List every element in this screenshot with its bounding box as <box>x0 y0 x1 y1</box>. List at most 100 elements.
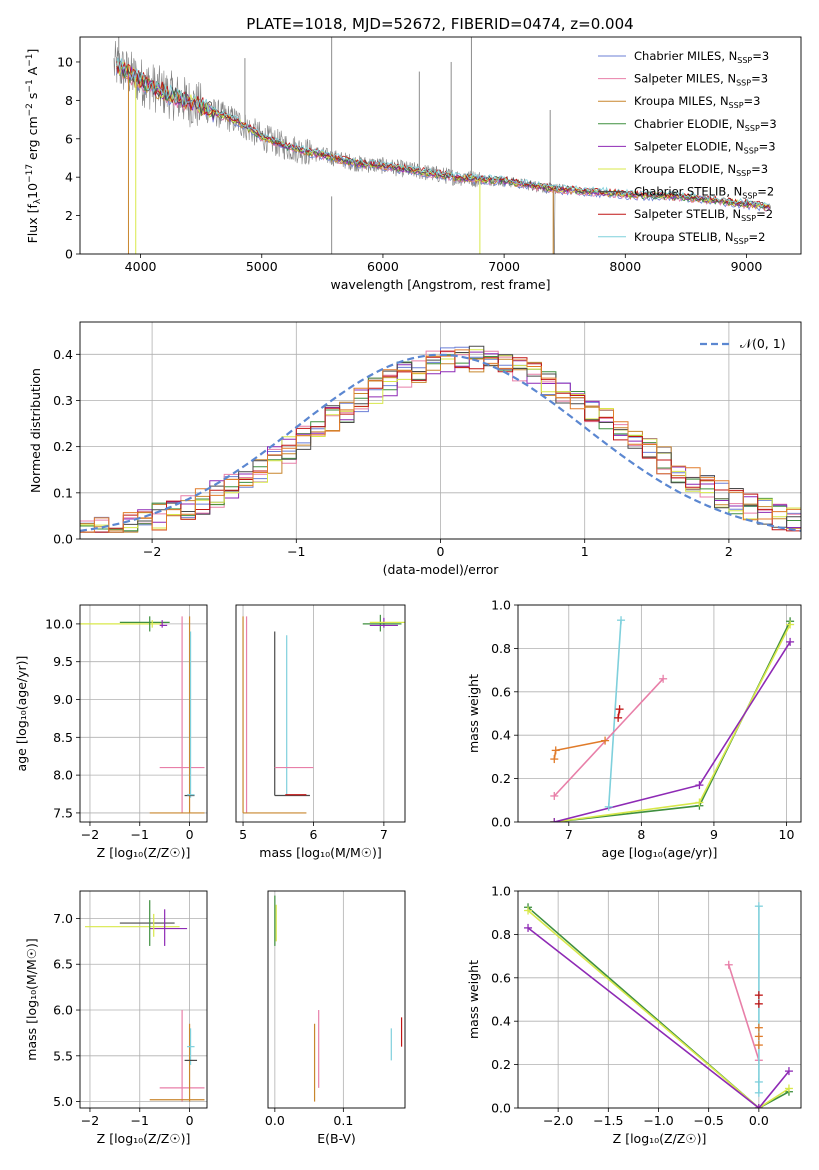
y-tick-label: 0.4 <box>491 1014 511 1029</box>
mass_Z-axes: −2 −1 0 5.0 5.5 6.0 6.5 7.0 Z [log₁₀(Z/Z☉)] mass … <box>24 890 208 1146</box>
x-tick-label: 7 <box>380 827 388 842</box>
weight_age-ticks: 7 8 9 10 0.0 0.2 0.4 0.6 0.8 1.0 <box>491 598 794 843</box>
x-tick-label: 6000 <box>367 259 399 274</box>
x-tick-label: 2 <box>725 544 733 559</box>
x-tick-label: 8000 <box>609 259 641 274</box>
legend-tail: =2 <box>749 230 766 244</box>
mass_Z-plot <box>84 900 205 1102</box>
y-tick-label: 10.0 <box>45 616 73 631</box>
y-axis-label: mass weight <box>466 674 481 753</box>
mass_ebv-ticks: 0.0 0.1 <box>265 1108 353 1128</box>
age_mass-frame <box>235 604 406 823</box>
x-tick-label: 7000 <box>488 259 520 274</box>
x-tick-label: 6 <box>309 827 317 842</box>
weight-Z-line <box>527 909 790 1108</box>
legend-tail: =3 <box>752 49 769 63</box>
weight-age-line <box>553 678 664 797</box>
legend-entry: Chabrier STELIB, NSSP=2 <box>634 185 774 201</box>
y-tick-label: 6.5 <box>53 957 73 972</box>
legend-subscript: SSP <box>734 237 749 246</box>
weight_Z-frame <box>517 890 802 1109</box>
legend-entry: Kroupa ELODIE, NSSP=3 <box>634 162 768 178</box>
legend-subscript: SSP <box>729 101 744 110</box>
y-tick-label: 0.6 <box>491 684 511 699</box>
x-tick-label: 5000 <box>246 259 278 274</box>
x-tick-label: 1 <box>581 544 589 559</box>
x-tick-label: 10 <box>779 827 795 842</box>
y-axis-label: mass weight <box>466 960 481 1039</box>
legend-subscript: SSP <box>742 192 757 201</box>
legend-tail: =3 <box>760 117 777 131</box>
x-tick-label: 0 <box>437 544 445 559</box>
mass_Z-ticks: −2 −1 0 5.0 5.5 6.0 6.5 7.0 <box>53 911 193 1128</box>
mass_ebv-axes: 0.0 0.1 E(B-V) <box>265 890 406 1146</box>
mass_ebv-grid <box>274 891 344 1108</box>
age_mass-grid <box>242 605 385 822</box>
mass_Z-frame <box>79 890 208 1109</box>
x-tick-label: 9000 <box>731 259 763 274</box>
y-axis-label: Flux [fλ10−17 erg cm−2 s−1 A−1] <box>25 49 43 244</box>
legend-entry: Chabrier ELODIE, NSSP=3 <box>634 117 777 133</box>
x-tick-label: 8 <box>637 827 645 842</box>
mass_ebv-plot <box>274 895 403 1102</box>
y-tick-label: 9.0 <box>53 692 73 707</box>
x-tick-label: −1 <box>131 1113 149 1128</box>
y-tick-label: 0.3 <box>53 393 73 408</box>
y-tick-label: 0.0 <box>53 532 73 547</box>
legend-label: Salpeter STELIB, N <box>634 207 741 221</box>
legend-entry: Salpeter STELIB, NSSP=2 <box>634 207 773 223</box>
age_Z-ticks: −2 −1 0 7.5 8.0 8.5 9.0 9.5 10.0 <box>45 616 193 842</box>
y-tick-label: 0.6 <box>491 970 511 985</box>
y-tick-label: 0.0 <box>491 1101 511 1116</box>
legend-tail: =3 <box>744 94 761 108</box>
age_Z-grid <box>80 605 207 822</box>
y-axis-label-part: ] <box>25 49 40 54</box>
weight-Z-line <box>527 906 790 1108</box>
y-tick-label: 8.5 <box>53 730 73 745</box>
y-tick-label: 0.4 <box>53 347 73 362</box>
y-tick-label: 0.4 <box>491 728 511 743</box>
y-axis-label-part: −1 <box>25 79 35 92</box>
y-tick-label: 8 <box>65 93 73 108</box>
spectrum-plot <box>113 37 771 254</box>
y-axis-label-part: −17 <box>25 164 35 183</box>
y-axis-label-part: s <box>25 93 40 104</box>
weight-Z-line <box>527 927 790 1108</box>
mass_ebv-frame <box>267 890 406 1109</box>
x-tick-label: −0.5 <box>693 1113 723 1128</box>
y-tick-label: 0.2 <box>491 1057 511 1072</box>
y-axis-label-part: λ <box>33 198 43 204</box>
legend-tail: =3 <box>751 72 768 86</box>
x-tick-label: 5 <box>239 827 247 842</box>
y-tick-label: 8.0 <box>53 768 73 783</box>
figure-title: PLATE=1018, MJD=52672, FIBERID=0474, z=0… <box>246 15 633 33</box>
x-tick-label: 4000 <box>125 259 157 274</box>
x-tick-label: 0.0 <box>749 1113 769 1128</box>
weight_age-frame <box>517 604 802 823</box>
x-tick-label: 0.1 <box>333 1113 353 1128</box>
y-tick-label: 7.5 <box>53 805 73 820</box>
y-tick-label: 0.8 <box>491 641 511 656</box>
residual-histogram-step <box>80 349 801 533</box>
x-tick-label: −2 <box>81 827 99 842</box>
model-spectrum-line <box>116 58 770 209</box>
weight_age-plot <box>550 616 795 822</box>
age_Z-plot <box>80 616 205 814</box>
y-axis-label-part: A <box>25 66 40 79</box>
y-tick-label: 7.0 <box>53 911 73 926</box>
x-tick-label: −1 <box>131 827 149 842</box>
y-axis-label-part: erg cm <box>25 116 40 164</box>
x-tick-label: −1 <box>287 544 305 559</box>
x-axis-label: E(B-V) <box>317 1131 356 1146</box>
weight_Z-ticks: −2.0 −1.5 −1.0 −0.5 0.0 0.0 0.2 0.4 0.6 0.8 1.0 <box>491 884 769 1129</box>
legend-entry: Kroupa MILES, NSSP=3 <box>634 94 760 110</box>
residual-histogram-step <box>80 351 801 533</box>
y-axis-label-part: Flux [f <box>25 204 40 244</box>
x-tick-label: 9 <box>710 827 718 842</box>
weight_Z-axes: −2.0 −1.5 −1.0 −0.5 0.0 0.0 0.2 0.4 0.6 0.8 1.0 Z [… <box>466 884 802 1146</box>
weight_age-axes: 7 8 9 10 0.0 0.2 0.4 0.6 0.8 1.0 age [log₁₀(age/yr… <box>466 598 802 860</box>
y-tick-label: 0.8 <box>491 927 511 942</box>
y-tick-label: 0.2 <box>491 771 511 786</box>
